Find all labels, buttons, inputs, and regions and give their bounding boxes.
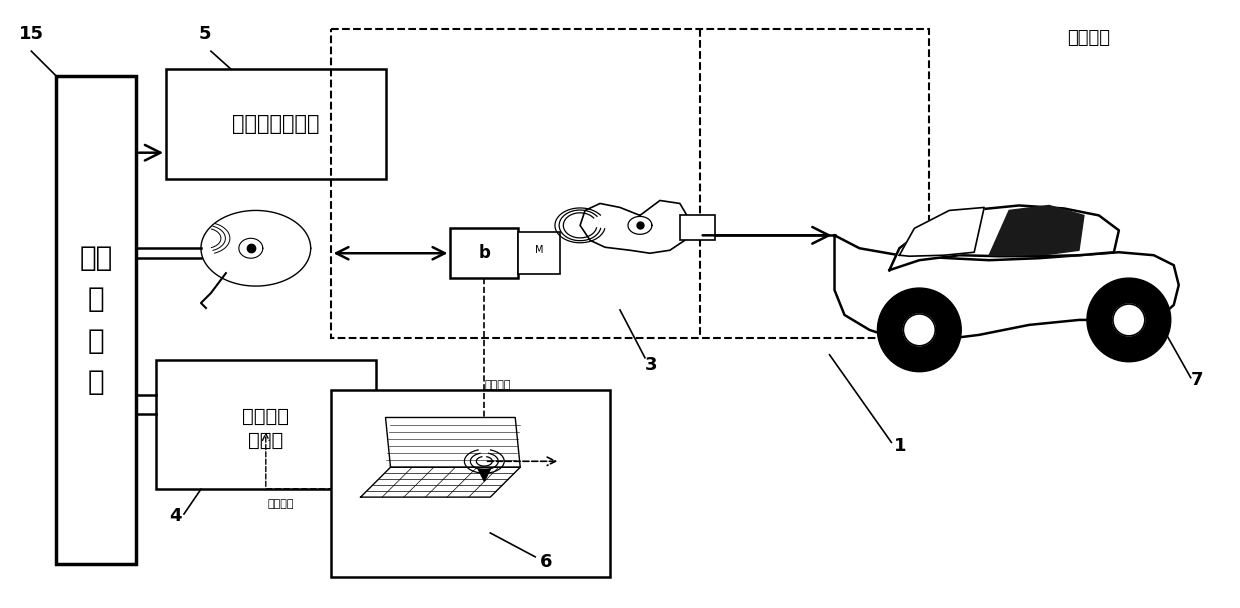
Text: 无线通信: 无线通信 — [268, 499, 294, 509]
Bar — [56, 76, 136, 564]
Text: 绶缘电阵测试仪: 绶缘电阵测试仪 — [232, 114, 320, 134]
Polygon shape — [580, 201, 689, 254]
Polygon shape — [361, 468, 521, 497]
Text: 电动汽车: 电动汽车 — [1068, 29, 1111, 47]
Text: 5: 5 — [198, 25, 212, 43]
Polygon shape — [835, 235, 1179, 340]
Bar — [680, 215, 714, 240]
Polygon shape — [889, 206, 1118, 270]
Circle shape — [878, 288, 961, 371]
Text: 4: 4 — [169, 507, 181, 525]
Bar — [518, 232, 560, 274]
Polygon shape — [386, 418, 521, 468]
Polygon shape — [990, 206, 1084, 255]
Text: 3: 3 — [645, 356, 657, 374]
Text: 7: 7 — [1190, 371, 1203, 389]
Circle shape — [1087, 278, 1171, 362]
Bar — [166, 69, 386, 179]
Text: 直流
充
电
桦: 直流 充 电 桦 — [79, 244, 113, 396]
Polygon shape — [899, 207, 985, 256]
Bar — [331, 29, 929, 338]
Bar — [156, 360, 376, 489]
Bar — [450, 229, 518, 278]
Text: 1: 1 — [894, 437, 906, 455]
Bar — [331, 390, 610, 577]
Text: b: b — [479, 244, 490, 262]
Text: M: M — [534, 245, 543, 255]
Circle shape — [1112, 304, 1145, 336]
Polygon shape — [479, 469, 490, 481]
Circle shape — [904, 314, 935, 346]
Text: 检测器: 检测器 — [248, 431, 284, 450]
Text: 6: 6 — [541, 553, 553, 571]
Text: 15: 15 — [20, 25, 45, 43]
Text: 电能脉冲: 电能脉冲 — [242, 407, 289, 426]
Text: 无线通信: 无线通信 — [485, 379, 511, 390]
